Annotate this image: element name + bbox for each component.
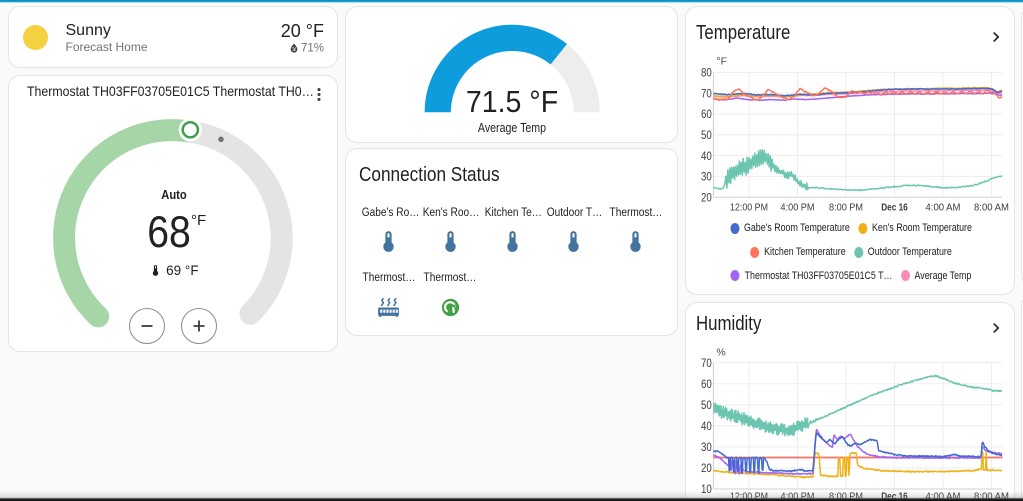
svg-text:50: 50	[701, 400, 712, 412]
svg-text:4:00 AM: 4:00 AM	[926, 202, 961, 214]
svg-text:50: 50	[701, 130, 712, 142]
svg-text:8:00 AM: 8:00 AM	[974, 202, 1009, 214]
svg-text:4:00 PM: 4:00 PM	[781, 202, 815, 214]
svg-text:40: 40	[701, 151, 712, 163]
svg-text:30: 30	[701, 442, 712, 454]
svg-text:60: 60	[701, 109, 712, 121]
svg-text:Dec 16: Dec 16	[881, 202, 908, 214]
svg-text:70: 70	[701, 358, 712, 370]
svg-text:12:00 PM: 12:00 PM	[730, 202, 768, 214]
svg-text:20: 20	[701, 463, 712, 475]
svg-text:60: 60	[701, 379, 712, 391]
svg-text:40: 40	[701, 421, 712, 433]
svg-text:%: %	[716, 347, 725, 359]
svg-text:70: 70	[701, 88, 712, 100]
svg-text:80: 80	[701, 68, 712, 80]
svg-text:20: 20	[701, 192, 712, 204]
svg-text:10: 10	[701, 484, 712, 496]
svg-text:8:00 PM: 8:00 PM	[829, 202, 863, 214]
svg-text:30: 30	[701, 172, 712, 184]
svg-text:°F: °F	[716, 56, 727, 68]
